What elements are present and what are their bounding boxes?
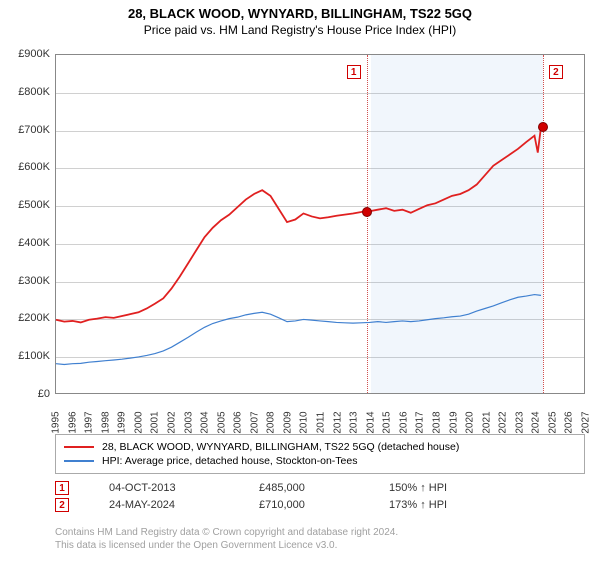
y-tick-label: £600K xyxy=(0,161,50,173)
chart-title: 28, BLACK WOOD, WYNYARD, BILLINGHAM, TS2… xyxy=(0,6,600,21)
series-hpi xyxy=(56,295,541,365)
x-tick-label: 2016 xyxy=(398,408,409,438)
sale-price: £485,000 xyxy=(259,482,349,494)
x-tick-label: 2012 xyxy=(332,408,343,438)
x-tick-label: 2011 xyxy=(316,408,327,438)
x-tick-label: 2004 xyxy=(200,408,211,438)
footer-attribution: Contains HM Land Registry data © Crown c… xyxy=(55,526,398,552)
y-tick-label: £400K xyxy=(0,237,50,249)
x-tick-label: 2027 xyxy=(581,408,592,438)
x-tick-label: 2014 xyxy=(365,408,376,438)
sale-row-marker: 2 xyxy=(55,498,69,512)
x-tick-label: 2003 xyxy=(183,408,194,438)
y-tick-label: £500K xyxy=(0,199,50,211)
x-tick-label: 2010 xyxy=(299,408,310,438)
legend-row: HPI: Average price, detached house, Stoc… xyxy=(64,455,576,467)
y-tick-label: £800K xyxy=(0,86,50,98)
x-tick-label: 2019 xyxy=(448,408,459,438)
sale-date: 04-OCT-2013 xyxy=(109,482,219,494)
x-tick-label: 1996 xyxy=(67,408,78,438)
sale-marker-dot xyxy=(538,122,548,132)
x-tick-label: 2021 xyxy=(481,408,492,438)
sale-marker-box: 2 xyxy=(549,65,563,79)
x-tick-label: 2013 xyxy=(349,408,360,438)
y-tick-label: £700K xyxy=(0,124,50,136)
x-tick-label: 2024 xyxy=(531,408,542,438)
y-tick-label: £100K xyxy=(0,350,50,362)
sale-row: 2 24-MAY-2024 £710,000 173% ↑ HPI xyxy=(55,498,487,512)
x-tick-label: 2026 xyxy=(564,408,575,438)
x-tick-label: 2009 xyxy=(282,408,293,438)
x-tick-label: 2023 xyxy=(514,408,525,438)
sale-row-marker: 1 xyxy=(55,481,69,495)
x-tick-label: 2022 xyxy=(498,408,509,438)
x-tick-label: 1997 xyxy=(84,408,95,438)
y-tick-label: £300K xyxy=(0,275,50,287)
x-tick-label: 2015 xyxy=(382,408,393,438)
x-tick-label: 2001 xyxy=(150,408,161,438)
sale-marker-dot xyxy=(362,207,372,217)
x-tick-label: 1995 xyxy=(51,408,62,438)
x-tick-label: 1999 xyxy=(117,408,128,438)
x-tick-label: 2002 xyxy=(166,408,177,438)
x-tick-label: 2005 xyxy=(216,408,227,438)
sale-price: £710,000 xyxy=(259,499,349,511)
legend-label: 28, BLACK WOOD, WYNYARD, BILLINGHAM, TS2… xyxy=(102,441,459,453)
y-tick-label: £200K xyxy=(0,312,50,324)
sale-pct: 173% ↑ HPI xyxy=(389,499,447,511)
x-tick-label: 2018 xyxy=(431,408,442,438)
sale-row: 1 04-OCT-2013 £485,000 150% ↑ HPI xyxy=(55,481,487,495)
legend-row: 28, BLACK WOOD, WYNYARD, BILLINGHAM, TS2… xyxy=(64,441,576,453)
legend-label: HPI: Average price, detached house, Stoc… xyxy=(102,455,357,467)
footer-line-1: Contains HM Land Registry data © Crown c… xyxy=(55,526,398,539)
x-tick-label: 1998 xyxy=(100,408,111,438)
sales-table: 1 04-OCT-2013 £485,000 150% ↑ HPI 2 24-MAY-20… xyxy=(55,478,487,515)
x-tick-label: 2008 xyxy=(266,408,277,438)
x-tick-label: 2006 xyxy=(233,408,244,438)
x-tick-label: 2017 xyxy=(415,408,426,438)
x-tick-label: 2025 xyxy=(547,408,558,438)
sale-marker-box: 1 xyxy=(347,65,361,79)
sale-date: 24-MAY-2024 xyxy=(109,499,219,511)
series-price xyxy=(56,126,541,322)
legend-swatch xyxy=(64,446,94,448)
footer-line-2: This data is licensed under the Open Gov… xyxy=(55,539,398,552)
legend-swatch xyxy=(64,460,94,461)
x-tick-label: 2000 xyxy=(133,408,144,438)
chart-subtitle: Price paid vs. HM Land Registry's House … xyxy=(0,23,600,37)
chart-plot-area: 1995199619971998199920002001200220032004… xyxy=(55,54,585,394)
sale-pct: 150% ↑ HPI xyxy=(389,482,447,494)
y-tick-label: £900K xyxy=(0,48,50,60)
y-tick-label: £0 xyxy=(0,388,50,400)
x-tick-label: 2020 xyxy=(465,408,476,438)
x-tick-label: 2007 xyxy=(249,408,260,438)
legend-box: 28, BLACK WOOD, WYNYARD, BILLINGHAM, TS2… xyxy=(55,434,585,474)
